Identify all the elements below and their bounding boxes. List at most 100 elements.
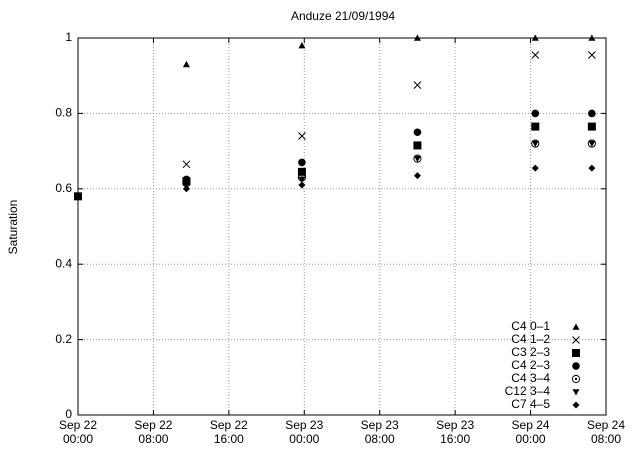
marker-shape — [413, 154, 422, 163]
data-point — [588, 164, 596, 172]
y-tick-label: 1 — [65, 30, 72, 44]
marker-shape — [587, 139, 596, 148]
marker-shape — [531, 34, 539, 41]
data-point — [182, 185, 190, 193]
data-point — [298, 176, 306, 183]
data-point — [588, 34, 596, 41]
marker-shape — [413, 141, 422, 150]
marker-shape — [572, 336, 580, 344]
chart-title: Anduze 21/09/1994 — [291, 9, 395, 23]
data-point — [531, 140, 539, 148]
marker-shape — [298, 181, 306, 189]
legend-label: C7 4–5 — [511, 397, 550, 411]
marker-shape — [182, 60, 190, 68]
data-point — [413, 155, 421, 163]
x-tick-label: Sep 23 08:00 — [360, 418, 399, 446]
data-point — [531, 51, 540, 59]
marker-shape — [588, 164, 596, 172]
y-tick-label: 0.6 — [55, 181, 72, 195]
marker-shape — [413, 172, 421, 180]
marker-shape — [413, 128, 422, 137]
data-point — [587, 122, 596, 131]
marker-shape — [588, 140, 596, 148]
data-point — [413, 128, 422, 137]
marker-shape — [572, 349, 580, 357]
y-tick-label: 0.2 — [55, 332, 72, 346]
data-point — [413, 34, 421, 41]
x-tick-label: Sep 22 00:00 — [58, 418, 98, 446]
y-tick-label: 0 — [65, 407, 72, 421]
data-point — [182, 160, 191, 169]
marker-shape — [531, 122, 540, 131]
legend-marker — [572, 336, 580, 344]
marker-shape — [298, 42, 306, 49]
y-tick-label: 0.8 — [55, 106, 72, 120]
marker-shape — [574, 377, 578, 381]
x-tick-label: Sep 23 16:00 — [436, 418, 475, 446]
data-point — [413, 141, 422, 150]
x-tick-label: Sep 22 08:00 — [134, 418, 173, 446]
data-point — [298, 181, 306, 189]
legend-marker — [571, 374, 581, 384]
marker-shape — [531, 139, 540, 148]
legend-label: C12 3–4 — [505, 384, 551, 398]
legend-marker — [572, 362, 580, 370]
marker-shape — [572, 323, 580, 330]
marker-shape — [587, 122, 596, 131]
marker-shape — [413, 155, 421, 163]
marker-shape — [74, 192, 82, 201]
marker-shape — [182, 185, 190, 193]
marker-shape — [298, 176, 306, 183]
marker-shape — [298, 132, 306, 140]
x-tick-label: Sep 22 16:00 — [209, 418, 248, 446]
legend-marker — [572, 323, 580, 330]
data-point — [298, 158, 306, 167]
marker-shape — [182, 160, 191, 169]
marker-shape — [572, 389, 580, 396]
x-tick-label: Sep 24 08:00 — [586, 418, 626, 446]
data-point — [413, 172, 421, 180]
data-point — [531, 164, 539, 172]
y-axis-label: Saturation — [6, 200, 20, 255]
data-point — [531, 109, 540, 118]
marker-shape — [413, 81, 422, 89]
marker-shape — [588, 51, 596, 59]
legend-label: C4 0–1 — [511, 319, 550, 333]
legend-label: C4 2–3 — [511, 358, 550, 372]
marker-shape — [572, 401, 580, 409]
marker-shape — [531, 109, 540, 118]
legend-marker — [572, 401, 580, 409]
marker-shape — [531, 140, 539, 148]
data-point — [413, 81, 422, 89]
marker-shape — [531, 164, 539, 172]
marker-shape — [413, 34, 421, 41]
legend-label: C3 2–3 — [511, 345, 550, 359]
legend-label: C4 3–4 — [511, 371, 550, 385]
marker-shape — [571, 374, 581, 384]
data-point — [182, 60, 190, 68]
data-point — [531, 34, 539, 41]
data-point — [298, 42, 306, 49]
marker-shape — [298, 158, 306, 167]
data-point — [298, 132, 306, 140]
marker-shape — [588, 109, 596, 118]
data-point — [74, 192, 82, 201]
data-point — [531, 122, 540, 131]
data-point — [297, 167, 306, 176]
plot-frame — [77, 37, 607, 416]
legend-marker — [572, 389, 580, 396]
data-point — [588, 51, 596, 59]
y-tick-label: 0.4 — [55, 256, 72, 270]
marker-shape — [531, 51, 540, 59]
x-tick-label: Sep 24 00:00 — [511, 418, 550, 446]
x-tick-label: Sep 23 00:00 — [285, 418, 324, 446]
legend-marker — [572, 349, 580, 357]
marker-shape — [588, 34, 596, 41]
marker-shape — [572, 362, 580, 370]
legend-label: C4 1–2 — [511, 332, 550, 346]
data-point — [588, 109, 596, 118]
marker-shape — [297, 167, 306, 176]
data-point — [588, 140, 596, 148]
